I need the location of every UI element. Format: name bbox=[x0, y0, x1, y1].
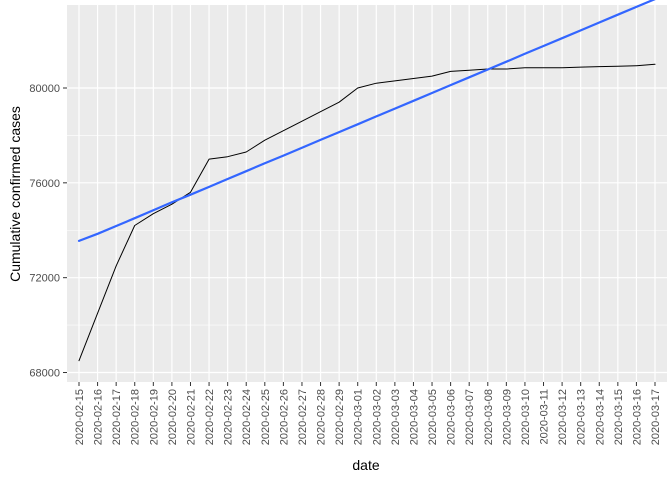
y-tick-label: 72000 bbox=[29, 273, 60, 285]
x-tick-label: 2020-02-15 bbox=[74, 389, 86, 445]
x-tick-label: 2020-02-19 bbox=[148, 389, 160, 445]
x-tick-label: 2020-03-06 bbox=[446, 389, 458, 445]
x-tick-label: 2020-03-04 bbox=[409, 389, 421, 445]
panel-background bbox=[67, 5, 667, 382]
x-tick-label: 2020-03-05 bbox=[427, 389, 439, 445]
x-tick-label: 2020-03-03 bbox=[390, 389, 402, 445]
x-tick-label: 2020-03-07 bbox=[464, 389, 476, 445]
x-tick-label: 2020-03-02 bbox=[371, 389, 383, 445]
x-tick-label: 2020-03-12 bbox=[557, 389, 569, 445]
x-tick-label: 2020-03-01 bbox=[353, 389, 365, 445]
x-axis: 2020-02-15 2020-02-16 2020-02-17 2020-02-18… bbox=[74, 382, 662, 445]
gridlines bbox=[67, 5, 667, 382]
x-tick-label: 2020-02-26 bbox=[278, 389, 290, 445]
series-line-linear-fit bbox=[77, 0, 656, 242]
x-tick-label: 2020-02-20 bbox=[167, 389, 179, 445]
y-tick-label: 68000 bbox=[29, 368, 60, 380]
x-tick-label: 2020-02-29 bbox=[334, 389, 346, 445]
x-tick-label: 2020-03-17 bbox=[650, 389, 662, 445]
x-tick-label: 2020-03-09 bbox=[501, 389, 513, 445]
x-tick-label: 2020-02-16 bbox=[93, 389, 105, 445]
x-tick-label: 2020-03-11 bbox=[539, 389, 551, 444]
x-tick-label: 2020-02-21 bbox=[186, 389, 198, 445]
x-tick-label: 2020-03-15 bbox=[613, 389, 625, 445]
x-tick-label: 2020-02-24 bbox=[241, 389, 253, 445]
x-axis-title: date bbox=[352, 457, 379, 473]
x-tick-label: 2020-02-27 bbox=[297, 389, 309, 445]
x-tick-label: 2020-02-25 bbox=[260, 389, 272, 445]
x-tick-label: 2020-02-22 bbox=[204, 389, 216, 445]
x-tick-label: 2020-02-23 bbox=[223, 389, 235, 445]
x-tick-label: 2020-03-10 bbox=[520, 389, 532, 445]
x-tick-label: 2020-02-17 bbox=[111, 389, 123, 445]
x-tick-label: 2020-03-14 bbox=[594, 389, 606, 445]
x-tick-label: 2020-03-13 bbox=[576, 389, 588, 445]
x-tick-label: 2020-03-08 bbox=[483, 389, 495, 445]
y-axis: 68000 72000 76000 80000 bbox=[29, 83, 67, 380]
x-tick-label: 2020-03-16 bbox=[631, 389, 643, 445]
x-tick-label: 2020-02-18 bbox=[130, 389, 142, 445]
y-tick-label: 80000 bbox=[29, 83, 60, 95]
x-tick-label: 2020-02-28 bbox=[316, 389, 328, 445]
y-axis-title: Cumulative confirmed cases bbox=[7, 106, 23, 282]
y-tick-label: 76000 bbox=[29, 178, 60, 190]
series-lines bbox=[77, 0, 656, 362]
